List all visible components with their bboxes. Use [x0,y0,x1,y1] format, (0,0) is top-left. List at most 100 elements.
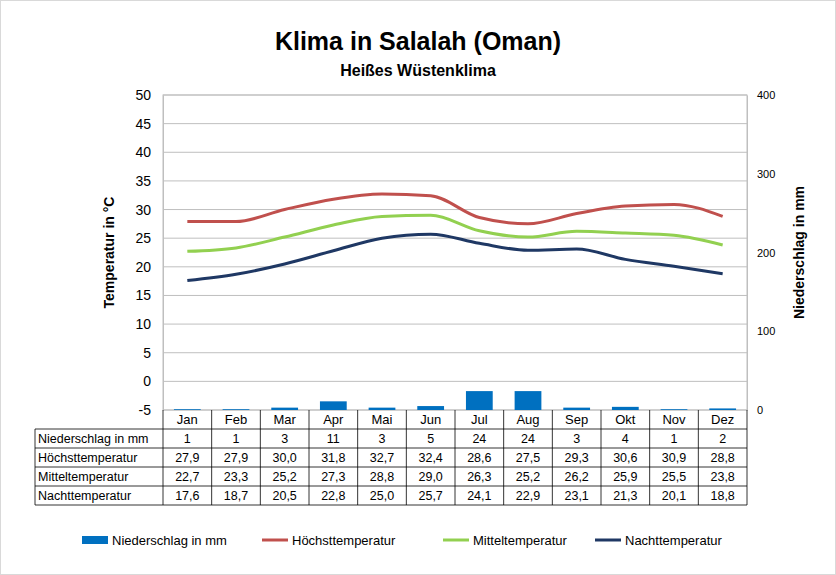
table-cell: 23,1 [564,489,588,503]
line [187,234,722,280]
legend-swatch [82,536,108,544]
table-cell: 25,2 [272,470,296,484]
table-cell: 27,9 [224,451,248,465]
table-cell: 22,8 [321,489,345,503]
tick-label: 0 [757,404,763,416]
table-cell: 21,3 [613,489,637,503]
tick-label: 20 [135,259,151,275]
table-cell: 31,8 [321,451,345,465]
legend-label: Niederschlag in mm [112,533,227,548]
table-cell: 5 [427,432,434,446]
table-cell: 27,5 [516,451,540,465]
table-line [747,410,748,505]
table-row-label: Niederschlag in mm [38,432,148,446]
bar [271,408,298,410]
y2-axis-title: Niederschlag in mm [791,186,807,319]
line [187,215,722,251]
table-cell: 23,8 [710,470,734,484]
grid-line [163,180,747,181]
marks [174,194,736,410]
grid-line [163,266,747,267]
tick-label: 5 [143,345,151,361]
bar [515,391,542,410]
table-line [357,410,358,505]
tick: 25 [135,230,163,246]
table-cell: 20,5 [272,489,296,503]
category-label: Dez [711,412,734,427]
bar [563,408,590,410]
category-label: Aug [516,412,539,427]
data-table: JanFebMarAprMaiJunJulAugSepOktNovDezNied… [35,410,747,505]
grid-line [163,381,747,382]
grid-line [163,123,747,124]
bar-series [174,391,736,410]
category-label: Jan [177,412,198,427]
category-label: Mar [273,412,296,427]
tick-label: 35 [135,173,151,189]
tick: 0 [143,373,163,389]
table-cell: 30,0 [272,451,296,465]
table-cell: 32,7 [370,451,394,465]
tick: 15 [135,287,163,303]
chart: Klima in Salalah (Oman)Heißes Wüstenklim… [0,0,836,575]
table-cell: 30,9 [662,451,686,465]
tick-label: 50 [135,87,151,103]
table-cell: 24 [521,432,535,446]
axis-line [747,96,748,411]
y-axis: -505101520253035404550 [135,87,163,418]
grid-line [163,295,747,296]
bar [174,409,201,410]
tick: 35 [135,173,163,189]
category-label: Nov [662,412,686,427]
table-cell: 23,3 [224,470,248,484]
subtitle: Heißes Wüstenklima [340,62,496,79]
tick: 300 [747,168,775,180]
tick: 200 [747,247,775,259]
table-cell: 29,3 [564,451,588,465]
grid-line [163,209,747,210]
table-cell: 25,0 [370,489,394,503]
bar [466,391,493,410]
tick: 20 [135,259,163,275]
table-line [649,410,650,505]
tick: 400 [747,89,775,101]
table-cell: 26,3 [467,470,491,484]
table-cell: 1 [671,432,678,446]
table-line [35,429,747,430]
table-line [406,410,407,505]
legend-swatch [262,539,288,542]
tick-label: 0 [143,373,151,389]
table-cell: 24 [472,432,486,446]
table-cell: 2 [719,432,726,446]
table-cell: 18,7 [224,489,248,503]
tick: 45 [135,116,163,132]
table-cell: 11 [327,432,340,446]
tick: 5 [143,345,163,361]
table-line [35,486,747,487]
table-cell: 20,1 [662,489,686,503]
category-label: Feb [225,412,247,427]
table-line [35,448,747,449]
table-line [35,467,747,468]
category-label: Apr [323,412,344,427]
table-row-label: Höchsttemperatur [38,451,137,465]
table-cell: 3 [379,432,386,446]
axis-line [163,96,164,411]
table-cell: 3 [573,432,580,446]
category-label: Jun [420,412,441,427]
bar [612,407,639,410]
bar [417,406,444,410]
tick-label: 45 [135,116,151,132]
grid [163,95,747,410]
tick: 100 [747,325,775,337]
category-label: Okt [615,412,636,427]
table-cell: 32,4 [418,451,442,465]
table-line [163,410,164,505]
table-line [552,410,553,505]
y-axis-title: Temperatur in °C [101,197,117,309]
tick-label: 10 [135,316,151,332]
table-cell: 3 [281,432,288,446]
table-cell: 25,7 [418,489,442,503]
legend-swatch [443,539,469,542]
bar [369,408,396,410]
